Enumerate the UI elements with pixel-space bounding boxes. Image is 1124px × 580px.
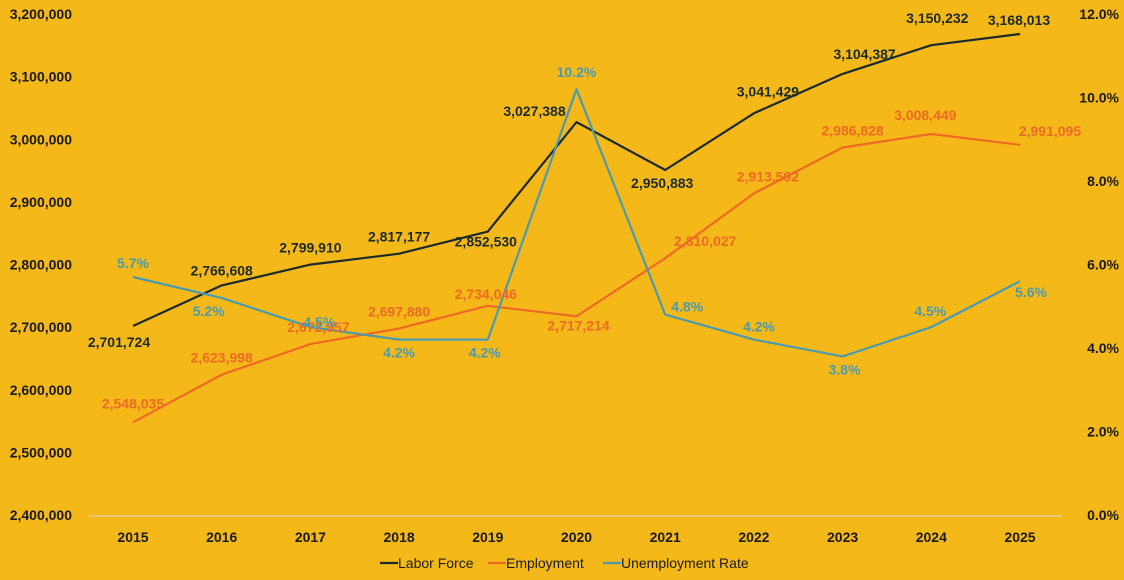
data-label-labor-force: 2,852,530 bbox=[455, 234, 517, 250]
x-axis-tick-label: 2022 bbox=[738, 529, 769, 545]
data-label-employment: 2,672,857 bbox=[287, 319, 349, 335]
series-lines bbox=[132, 32, 1021, 424]
axes: 2,400,000 2,500,000 2,600,000 2,700,000 2,80… bbox=[10, 6, 1120, 545]
data-label-employment: 2,697,880 bbox=[368, 304, 430, 320]
data-label-labor-force: 2,817,177 bbox=[368, 229, 430, 245]
data-label-unemployment-rate: 5.2% bbox=[193, 303, 225, 319]
y-axis-tick-label: 2,400,000 bbox=[10, 507, 72, 523]
series-line-labor-force bbox=[132, 32, 1021, 328]
x-axis-tick-label: 2019 bbox=[472, 529, 503, 545]
data-label-unemployment-rate: 5.7% bbox=[117, 255, 149, 271]
data-label-employment: 3,008,449 bbox=[894, 107, 956, 123]
data-label-unemployment-rate: 4.2% bbox=[383, 345, 415, 361]
data-label-labor-force: 2,701,724 bbox=[88, 334, 150, 350]
data-label-employment: 2,734,046 bbox=[455, 286, 517, 302]
data-label-unemployment-rate: 4.5% bbox=[914, 303, 946, 319]
series-line-unemployment-rate bbox=[132, 88, 1021, 358]
y-axis-tick-label: 3,100,000 bbox=[10, 69, 72, 85]
x-axis-tick-label: 2015 bbox=[117, 529, 148, 545]
y-axis-tick-label: 3,000,000 bbox=[10, 131, 72, 147]
x-axis-tick-label: 2025 bbox=[1004, 529, 1035, 545]
y2-axis-tick-label: 6.0% bbox=[1087, 257, 1119, 273]
data-label-unemployment-rate: 3.8% bbox=[829, 361, 861, 377]
data-label-labor-force: 3,027,388 bbox=[503, 103, 565, 119]
y2-axis-tick-label: 4.0% bbox=[1087, 340, 1119, 356]
data-label-labor-force: 3,150,232 bbox=[906, 10, 968, 26]
data-label-unemployment-rate: 4.2% bbox=[743, 319, 775, 335]
data-label-labor-force: 2,766,608 bbox=[191, 262, 253, 278]
data-label-employment: 2,991,095 bbox=[1019, 123, 1081, 139]
y-axis-tick-label: 2,800,000 bbox=[10, 257, 72, 273]
y2-axis-tick-label: 10.0% bbox=[1079, 90, 1119, 106]
data-label-employment: 2,810,027 bbox=[674, 233, 736, 249]
data-label-unemployment-rate: 4.2% bbox=[469, 345, 501, 361]
data-label-unemployment-rate: 5.6% bbox=[1015, 284, 1047, 300]
data-label-employment: 2,986,828 bbox=[821, 123, 883, 139]
data-label-employment: 2,548,035 bbox=[102, 395, 164, 411]
y2-axis-tick-label: 12.0% bbox=[1079, 6, 1119, 22]
legend: Labor Force Employment Unemployment Rate bbox=[380, 555, 749, 571]
x-axis-tick-label: 2021 bbox=[650, 529, 681, 545]
y-axis-tick-label: 3,200,000 bbox=[10, 6, 72, 22]
data-label-employment: 2,717,214 bbox=[547, 317, 609, 333]
data-label-employment: 2,913,592 bbox=[737, 168, 799, 184]
legend-label: Employment bbox=[506, 555, 584, 571]
legend-label: Labor Force bbox=[398, 555, 474, 571]
data-label-employment: 2,623,998 bbox=[191, 350, 253, 366]
legend-label: Unemployment Rate bbox=[621, 555, 749, 571]
x-axis-tick-label: 2016 bbox=[206, 529, 237, 545]
y-axis-tick-label: 2,900,000 bbox=[10, 194, 72, 210]
data-label-labor-force: 2,799,910 bbox=[279, 240, 341, 256]
y-axis-tick-label: 2,500,000 bbox=[10, 444, 72, 460]
data-label-unemployment-rate: 4.5% bbox=[303, 314, 335, 330]
y2-axis-tick-label: 2.0% bbox=[1087, 424, 1119, 440]
x-axis-tick-label: 2018 bbox=[384, 529, 415, 545]
x-axis-tick-label: 2017 bbox=[295, 529, 326, 545]
data-label-labor-force: 3,041,429 bbox=[737, 83, 799, 99]
x-axis-tick-label: 2023 bbox=[827, 529, 858, 545]
y-axis-tick-label: 2,700,000 bbox=[10, 319, 72, 335]
x-axis-tick-label: 2024 bbox=[916, 529, 947, 545]
data-label-unemployment-rate: 4.8% bbox=[671, 299, 703, 315]
data-label-labor-force: 3,104,387 bbox=[833, 46, 895, 62]
x-axis-tick-label: 2020 bbox=[561, 529, 592, 545]
data-label-labor-force: 2,950,883 bbox=[631, 175, 693, 191]
series-line-employment bbox=[132, 132, 1021, 424]
data-label-unemployment-rate: 10.2% bbox=[557, 64, 597, 80]
y2-axis-tick-label: 0.0% bbox=[1087, 507, 1119, 523]
data-label-labor-force: 3,168,013 bbox=[988, 12, 1050, 28]
y-axis-tick-label: 2,600,000 bbox=[10, 382, 72, 398]
data-labels: 2,701,724 2,766,608 2,799,910 2,817,177 2,85… bbox=[88, 10, 1081, 411]
y2-axis-tick-label: 8.0% bbox=[1087, 173, 1119, 189]
